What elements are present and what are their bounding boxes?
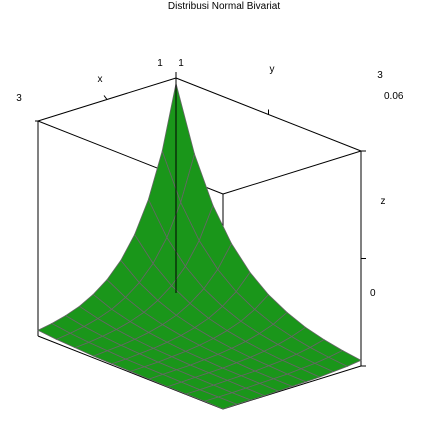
z-axis-label: z — [381, 196, 386, 207]
y-tick-label-max: 3 — [377, 70, 383, 81]
x-tick-label-max: 3 — [16, 93, 22, 104]
chart-title: Distribusi Normal Bivariat — [168, 1, 280, 12]
surface-mesh — [37, 83, 362, 410]
z-tick-label-max: 0.06 — [384, 91, 404, 102]
axis-ticks — [35, 72, 366, 367]
x-tick-mid — [103, 95, 108, 100]
y-axis-label: y — [270, 64, 275, 75]
z-tick-label-min: 0 — [370, 288, 376, 299]
y-tick-label-min: 1 — [178, 58, 184, 69]
surface-patch — [203, 396, 238, 410]
box-edge — [222, 150, 362, 195]
x-axis-label: x — [98, 74, 103, 85]
x-tick-label-min: 1 — [157, 58, 163, 69]
